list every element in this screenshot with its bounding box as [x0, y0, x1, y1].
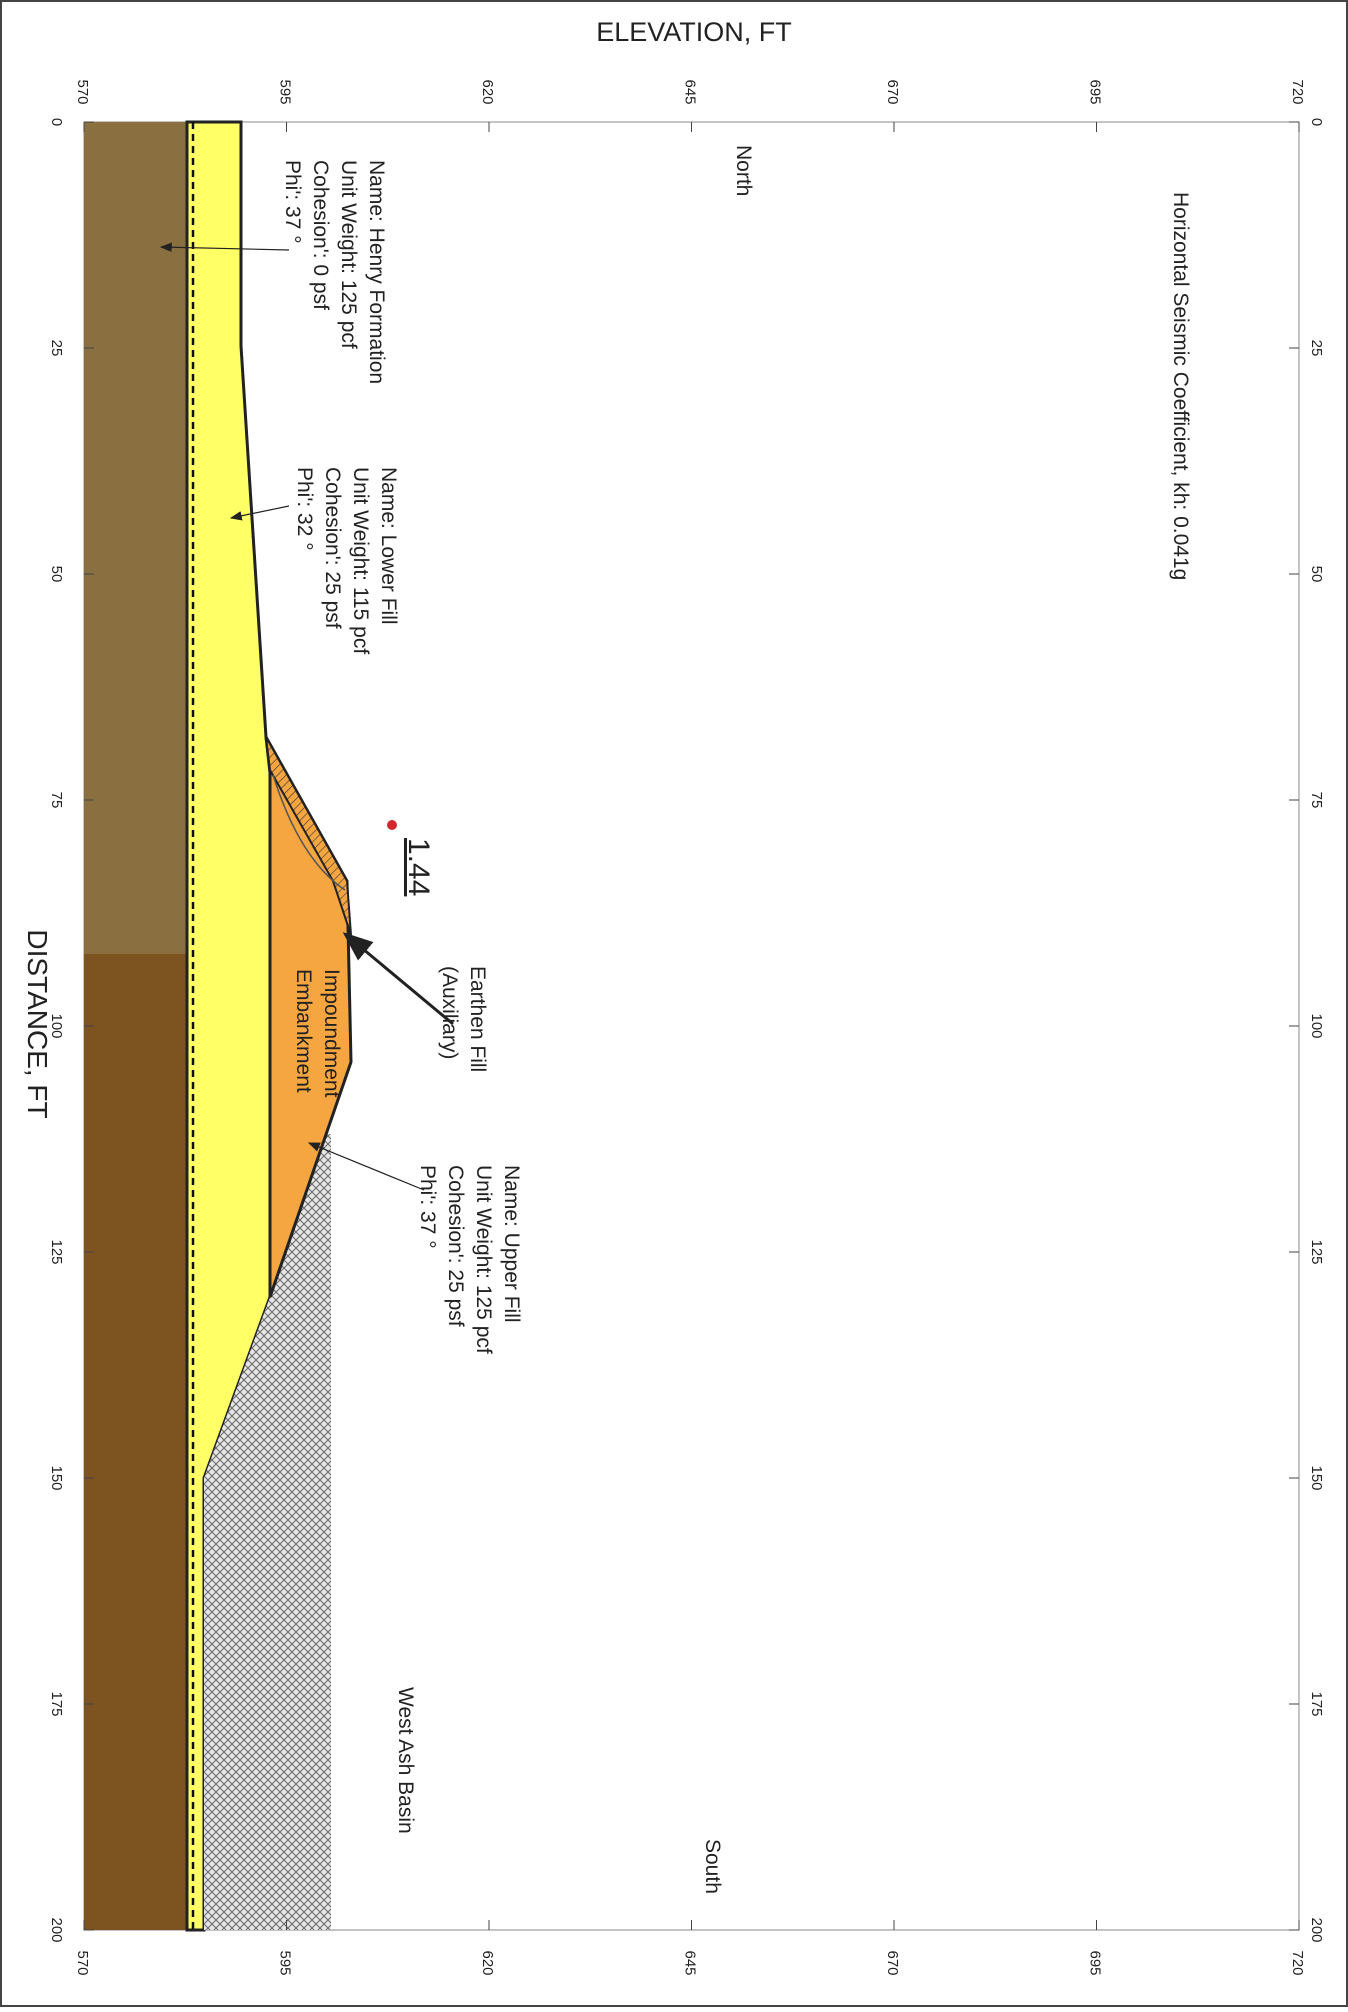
leader	[342, 932, 454, 1026]
elevation-tick-label: 695	[1087, 1950, 1104, 1975]
direction-label: South	[701, 1839, 724, 1894]
material-label: Embankment	[292, 969, 315, 1093]
material-label: Earthen Fill	[466, 966, 489, 1072]
material-label: Impoundment	[320, 969, 343, 1098]
distance-tick-label: 175	[1308, 1691, 1325, 1716]
auxiliary-fill	[265, 736, 352, 936]
elevation-tick-label: 620	[479, 1950, 496, 1975]
material-label: (Auxiliary)	[438, 966, 461, 1059]
elevation-tick-label: 595	[277, 1950, 294, 1975]
distance-tick-label: 75	[48, 792, 65, 809]
elevation-tick-label: 670	[884, 79, 901, 104]
material-label: Unit Weight: 125 pcf	[337, 160, 360, 349]
material-label: Unit Weight: 125 pcf	[472, 1165, 495, 1354]
distance-tick-label: 50	[48, 566, 65, 583]
slip-surface	[272, 774, 346, 891]
henry-lower	[84, 954, 187, 1930]
elevation-tick-label: 570	[74, 1950, 91, 1975]
distance-tick-label: 200	[48, 1917, 65, 1942]
elevation-tick-label: 595	[277, 79, 294, 104]
henry-upper	[84, 122, 187, 954]
distance-tick-label: 125	[48, 1239, 65, 1264]
elevation-tick-label: 670	[884, 1950, 901, 1975]
distance-tick-label: 200	[1308, 1917, 1325, 1942]
leader	[159, 242, 290, 253]
elevation-tick-label: 695	[1087, 79, 1104, 104]
seismic-note: Horizontal Seismic Coefficient, kh: 0.04…	[1169, 192, 1192, 580]
distance-tick-label: 25	[1308, 340, 1325, 357]
elevation-tick-label: 645	[682, 1950, 699, 1975]
material-label: Name: Lower Fill	[377, 467, 400, 625]
material-label: Cohesion': 25 psf	[444, 1165, 467, 1327]
material-label: Phi': 32 °	[293, 467, 316, 551]
distance-tick-label: 100	[1308, 1013, 1325, 1038]
elevation-tick-label: 645	[682, 79, 699, 104]
material-label: Name: Henry Formation	[365, 160, 388, 384]
material-label: Unit Weight: 115 pcf	[349, 467, 372, 654]
elevation-tick-label: 720	[1289, 1950, 1306, 1975]
distance-tick-label: 100	[48, 1013, 65, 1038]
distance-tick-label: 75	[1308, 792, 1325, 809]
distance-tick-label: 0	[1308, 118, 1325, 126]
distance-tick-label: 125	[1308, 1239, 1325, 1264]
ash-basin	[204, 1134, 331, 1930]
elevation-tick-label: 620	[479, 79, 496, 104]
material-label: Name: Upper Fill	[500, 1165, 523, 1323]
distance-tick-label: 0	[48, 118, 65, 126]
slip-center	[387, 820, 397, 830]
elevation-tick-label: 720	[1289, 79, 1306, 104]
distance-tick-label: 50	[1308, 566, 1325, 583]
distance-tick-label: 25	[48, 340, 65, 357]
direction-label: North	[732, 145, 755, 196]
basin-label: West Ash Basin	[394, 1687, 417, 1834]
material-label: Phi': 37 °	[281, 160, 304, 244]
material-label: Cohesion': 0 psf	[309, 160, 332, 310]
distance-tick-label: 150	[1308, 1465, 1325, 1490]
factor-of-safety: 1.44	[402, 838, 435, 896]
leader	[307, 1142, 425, 1191]
elevation-title: ELEVATION, FT	[596, 17, 792, 47]
distance-tick-label: 150	[48, 1465, 65, 1490]
material-label: Phi': 37 °	[416, 1165, 439, 1249]
material-label: Cohesion': 25 psf	[321, 467, 344, 629]
distance-tick-label: 175	[48, 1691, 65, 1716]
elevation-tick-label: 570	[74, 79, 91, 104]
distance-title: DISTANCE, FT	[22, 929, 53, 1118]
leader	[229, 505, 290, 521]
